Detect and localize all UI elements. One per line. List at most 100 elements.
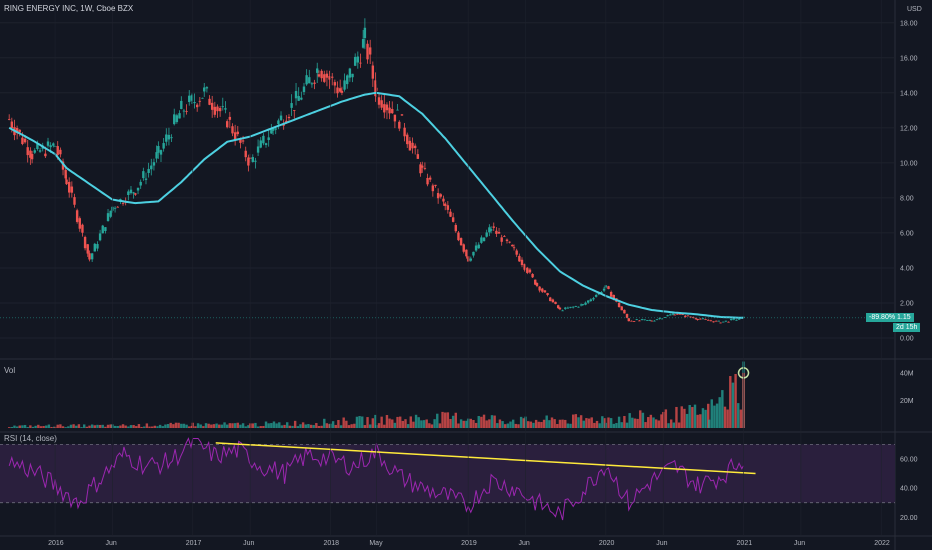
candle-body xyxy=(503,236,506,237)
volume-bar xyxy=(254,422,257,428)
candle-body xyxy=(150,165,153,170)
candle xyxy=(643,319,646,321)
last-price-tag[interactable]: -89.80% 1.15 xyxy=(866,313,914,322)
candle-body xyxy=(61,161,65,170)
candle xyxy=(178,110,181,119)
candle xyxy=(175,113,179,124)
price-tick-label: 2.00 xyxy=(900,300,914,307)
candle-body xyxy=(224,108,227,110)
candle xyxy=(400,114,404,116)
candle xyxy=(75,208,79,224)
volume-bar xyxy=(625,422,629,428)
candle xyxy=(411,137,414,154)
volume-label: Vol xyxy=(4,366,16,375)
candle-body xyxy=(46,141,50,146)
candle-body xyxy=(173,114,176,125)
volume-bar xyxy=(550,417,554,428)
candle xyxy=(305,69,308,86)
candle xyxy=(29,147,32,165)
volume-bar xyxy=(358,416,361,428)
volume-bar xyxy=(345,420,348,428)
volume-bar xyxy=(177,422,180,428)
candle xyxy=(96,241,99,252)
candle-body xyxy=(116,206,119,208)
volume-bar xyxy=(301,422,305,428)
candle xyxy=(592,296,595,301)
candle-body xyxy=(719,322,722,324)
candle-body xyxy=(106,213,110,222)
candle xyxy=(564,306,567,310)
candle xyxy=(256,139,260,157)
candle-body xyxy=(694,318,698,320)
candle-body xyxy=(167,134,171,140)
volume-bar xyxy=(45,425,48,428)
candle-body xyxy=(581,304,585,305)
volume-bar xyxy=(438,423,442,428)
candle-body xyxy=(594,294,598,297)
candle-body xyxy=(231,126,234,134)
volume-bar xyxy=(143,426,146,428)
candle-body xyxy=(56,146,59,155)
candle xyxy=(451,212,455,223)
volume-bar xyxy=(18,425,21,428)
candle xyxy=(581,303,585,306)
candle xyxy=(434,184,437,188)
candle xyxy=(707,319,710,321)
candle xyxy=(193,93,196,109)
candle xyxy=(459,237,463,246)
candle-body xyxy=(29,150,32,158)
candle-body xyxy=(727,321,730,323)
volume-bar xyxy=(496,423,499,428)
volume-bar xyxy=(228,423,232,428)
volume-bar xyxy=(10,426,14,428)
candle-body xyxy=(353,56,357,66)
candle xyxy=(254,157,257,169)
volume-bar xyxy=(98,424,102,428)
candle xyxy=(518,253,521,262)
volume-bar xyxy=(558,419,562,428)
candle xyxy=(398,120,401,132)
candle-body xyxy=(264,143,268,145)
candle xyxy=(727,321,730,323)
candle xyxy=(338,79,342,93)
candle xyxy=(584,301,587,306)
candle xyxy=(541,287,544,293)
volume-bar xyxy=(639,410,642,428)
candle xyxy=(579,303,583,307)
volume-bar xyxy=(657,420,661,428)
candle-body xyxy=(661,318,664,320)
volume-bar xyxy=(675,406,678,428)
volume-bar xyxy=(37,424,40,428)
candle xyxy=(331,73,334,86)
candle xyxy=(602,286,606,293)
volume-bar xyxy=(334,424,337,428)
volume-bar xyxy=(304,424,307,428)
volume-bar xyxy=(660,414,663,428)
candle xyxy=(408,136,412,151)
candle xyxy=(101,224,104,234)
volume-bar xyxy=(355,416,359,428)
candle xyxy=(714,320,718,322)
candle-body xyxy=(459,238,463,246)
volume-bar xyxy=(683,408,686,428)
candle xyxy=(497,227,501,234)
candle-body xyxy=(157,145,160,153)
candle-body xyxy=(325,73,329,78)
candle-body xyxy=(709,320,713,322)
volume-bar xyxy=(696,414,699,428)
candle-body xyxy=(492,226,495,228)
candle-body xyxy=(666,315,669,317)
volume-bar xyxy=(13,425,16,428)
candle-body xyxy=(515,250,518,255)
candle-body xyxy=(393,114,397,122)
candle-body xyxy=(592,298,595,300)
volume-bar xyxy=(564,419,567,428)
candle xyxy=(689,316,692,318)
candle xyxy=(353,53,357,67)
candle xyxy=(569,306,572,309)
volume-bar xyxy=(522,418,525,428)
volume-bar xyxy=(363,425,367,428)
volume-bar xyxy=(579,415,583,428)
candle xyxy=(482,237,486,242)
